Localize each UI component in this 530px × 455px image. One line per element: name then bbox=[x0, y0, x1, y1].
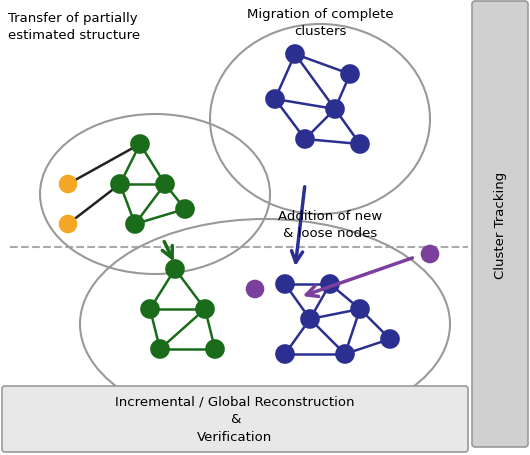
Point bbox=[341, 351, 349, 358]
Text: Cluster Tracking: Cluster Tracking bbox=[493, 171, 507, 278]
Text: Transfer of partially
estimated structure: Transfer of partially estimated structur… bbox=[8, 12, 140, 42]
Point bbox=[281, 351, 289, 358]
Text: Migration of complete
clusters: Migration of complete clusters bbox=[246, 8, 393, 38]
Point bbox=[306, 316, 314, 323]
Point bbox=[346, 71, 354, 78]
Point bbox=[271, 96, 279, 103]
Point bbox=[161, 181, 169, 188]
Point bbox=[146, 306, 154, 313]
Point bbox=[64, 221, 72, 228]
Point bbox=[301, 136, 309, 143]
Point bbox=[201, 306, 209, 313]
Point bbox=[116, 181, 124, 188]
FancyBboxPatch shape bbox=[2, 386, 468, 452]
Point bbox=[331, 106, 339, 113]
Point bbox=[136, 141, 144, 148]
Point bbox=[426, 251, 434, 258]
Point bbox=[356, 306, 364, 313]
Point bbox=[281, 281, 289, 288]
Text: Incremental / Global Reconstruction
&
Verification: Incremental / Global Reconstruction & Ve… bbox=[115, 394, 355, 444]
Point bbox=[251, 286, 259, 293]
Point bbox=[356, 141, 364, 148]
Point bbox=[156, 346, 164, 353]
Text: Addition of new
& loose nodes: Addition of new & loose nodes bbox=[278, 210, 382, 239]
Point bbox=[211, 346, 219, 353]
Point bbox=[386, 336, 394, 343]
FancyBboxPatch shape bbox=[472, 2, 528, 447]
Point bbox=[181, 206, 189, 213]
Point bbox=[171, 266, 179, 273]
Point bbox=[291, 51, 299, 59]
Point bbox=[64, 181, 72, 188]
Point bbox=[131, 221, 139, 228]
Point bbox=[326, 281, 334, 288]
